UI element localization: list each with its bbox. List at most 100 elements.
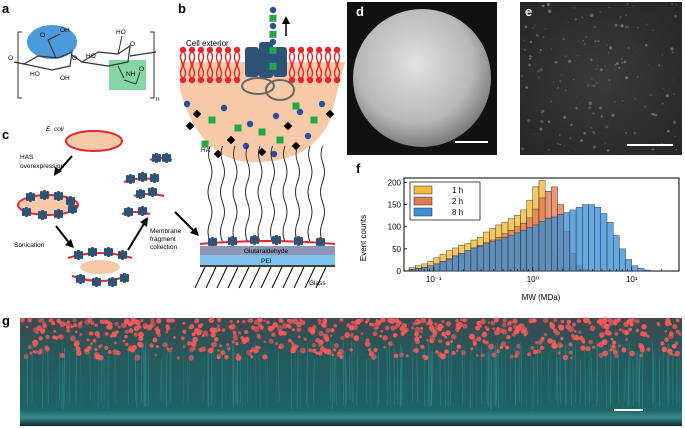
bead-dot bbox=[515, 325, 522, 332]
brush-streak bbox=[115, 348, 117, 405]
lipid-tail bbox=[182, 52, 187, 70]
surface-grain bbox=[592, 130, 595, 133]
surface-grain bbox=[670, 47, 674, 51]
bead-dot bbox=[598, 352, 604, 358]
brush-streak bbox=[276, 357, 278, 402]
bead-dot bbox=[202, 330, 209, 336]
brush-streak bbox=[142, 343, 145, 407]
protein-subunit bbox=[139, 189, 142, 199]
glcnac-unit bbox=[269, 46, 277, 54]
has-protein bbox=[136, 189, 145, 199]
bead-dot bbox=[479, 324, 482, 328]
surface-grain bbox=[667, 129, 670, 133]
bead-dot bbox=[44, 346, 50, 352]
bead-dot bbox=[598, 342, 604, 348]
brush-streak bbox=[393, 342, 395, 405]
protein-subunit bbox=[72, 197, 75, 205]
bead-dot bbox=[488, 343, 495, 350]
bead-dot bbox=[115, 350, 121, 356]
glass-hatch-line bbox=[227, 266, 239, 289]
bead-dot bbox=[390, 325, 396, 331]
brush-streak bbox=[63, 351, 65, 408]
bead-dot bbox=[331, 353, 335, 357]
bead-dot bbox=[297, 335, 301, 339]
histogram-bar bbox=[476, 245, 484, 272]
bead-dot bbox=[237, 331, 242, 335]
lipid-head bbox=[324, 46, 332, 54]
bead-dot bbox=[250, 355, 254, 359]
surface-grain bbox=[611, 113, 615, 117]
glass-hatch-line bbox=[304, 266, 316, 289]
lipid-tail bbox=[192, 68, 196, 78]
bead-dot bbox=[366, 318, 370, 322]
protein-subunit bbox=[138, 173, 141, 181]
bead-dot bbox=[315, 337, 321, 343]
histogram-bar bbox=[470, 247, 478, 272]
protein-subunit bbox=[95, 277, 98, 287]
bead-dot bbox=[339, 318, 344, 323]
surface-grain bbox=[563, 145, 565, 147]
panel-c: c E. coli HAS overexpression Sonication … bbox=[2, 126, 336, 289]
bead-dot bbox=[139, 342, 143, 346]
histogram-bar bbox=[458, 253, 465, 272]
bead-dot bbox=[475, 325, 481, 331]
surface-grain bbox=[613, 68, 616, 70]
surface-grain bbox=[523, 48, 527, 52]
brush-streak bbox=[65, 350, 68, 404]
bead-dot bbox=[210, 332, 216, 338]
bead-dot bbox=[635, 328, 640, 333]
surface-grain bbox=[605, 44, 608, 47]
histogram-bar bbox=[563, 212, 571, 272]
bead-dot bbox=[152, 337, 158, 343]
bead-dot bbox=[423, 355, 429, 361]
ha-label: HA bbox=[201, 147, 211, 154]
bead-dot bbox=[200, 322, 204, 326]
surface-grain bbox=[599, 68, 603, 72]
bead-dot bbox=[412, 349, 416, 352]
bead-dot bbox=[635, 319, 640, 324]
bead-dot bbox=[330, 334, 333, 338]
bead-dot bbox=[492, 327, 496, 331]
bead-dot bbox=[674, 341, 679, 345]
glcua-unit bbox=[269, 6, 277, 14]
has-protein bbox=[118, 250, 127, 260]
lipid-tail bbox=[228, 68, 232, 78]
bead-dot bbox=[124, 335, 128, 339]
surface-grain bbox=[582, 40, 585, 42]
lipid-head bbox=[333, 46, 341, 54]
brush-streak bbox=[489, 346, 491, 410]
histogram-bar bbox=[538, 221, 546, 272]
legend-label: 2 h bbox=[452, 197, 463, 206]
brush-streak bbox=[331, 341, 334, 410]
surface-grain bbox=[621, 100, 624, 102]
bead-dot bbox=[213, 337, 219, 342]
ha-chain bbox=[269, 6, 277, 70]
bead-dot bbox=[106, 324, 111, 330]
membrane-label: Membrane bbox=[150, 228, 181, 235]
bead-dot bbox=[469, 333, 475, 340]
surface-grain bbox=[590, 127, 593, 130]
bead-dot bbox=[641, 324, 647, 330]
lipid-tail bbox=[328, 68, 332, 78]
protein-subunit bbox=[94, 248, 97, 256]
surface-grain bbox=[649, 93, 652, 97]
udp-glcua bbox=[242, 142, 250, 150]
bead-dot bbox=[470, 347, 474, 351]
bead-dot bbox=[231, 340, 236, 344]
surface-grain bbox=[567, 151, 570, 153]
bead-dot bbox=[338, 348, 344, 355]
protein-subunit bbox=[46, 191, 49, 199]
has-label: HAS bbox=[20, 154, 34, 161]
has-protein bbox=[316, 237, 325, 247]
bead-dot bbox=[364, 341, 371, 347]
surface-grain bbox=[544, 27, 547, 30]
bead-dot bbox=[113, 341, 117, 345]
glass-hatch-line bbox=[238, 266, 250, 289]
surface-grain bbox=[606, 149, 610, 152]
bead-dot bbox=[236, 320, 240, 324]
bead-dot bbox=[235, 354, 242, 361]
bead-dot bbox=[539, 345, 545, 350]
bead-dot bbox=[344, 332, 351, 339]
brush-streak bbox=[637, 350, 639, 402]
lipid-head bbox=[206, 46, 214, 54]
